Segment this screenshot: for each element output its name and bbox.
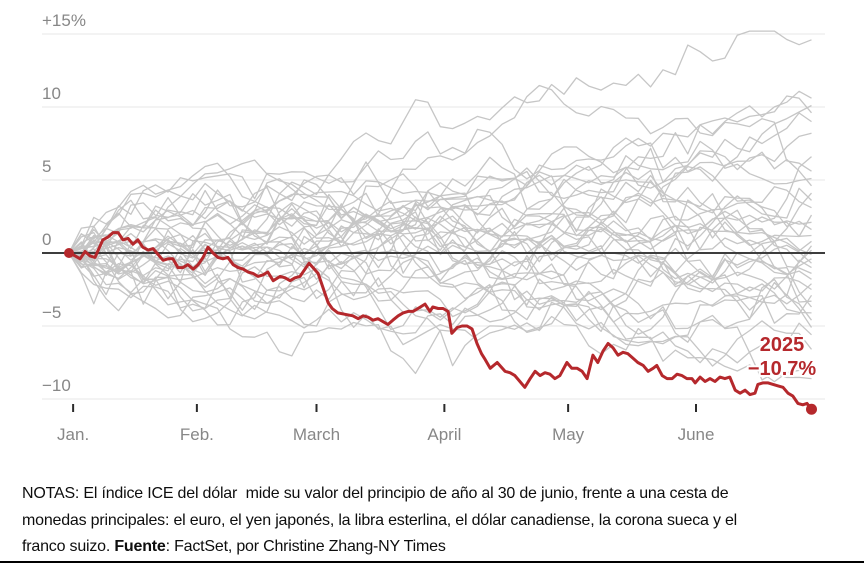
- x-tick-label-March: March: [293, 425, 340, 444]
- background-series-line-20: [68, 208, 812, 288]
- x-tick-label-April: April: [427, 425, 461, 444]
- y-axis-labels: +15% 10 5 0 −5 −10: [42, 11, 86, 395]
- notes-line-1: NOTAS: El índice ICE del dólar mide su v…: [22, 485, 729, 502]
- x-axis-labels: Jan. Feb. March April May June: [57, 425, 714, 444]
- notes-line-3-text: franco suizo.: [22, 538, 115, 555]
- background-series-line-19: [68, 208, 812, 311]
- x-tick-label-Jan.: Jan.: [57, 425, 89, 444]
- background-series-line-3: [68, 95, 812, 254]
- background-series-line-27: [68, 205, 812, 345]
- x-tick-label-June: June: [678, 425, 715, 444]
- notes-line-3: franco suizo. Fuente: FactSet, por Chris…: [22, 534, 856, 561]
- series-end-dot: [806, 403, 817, 415]
- background-series-line-25: [68, 192, 812, 327]
- notes-line-2: monedas principales: el euro, el yen jap…: [22, 511, 738, 529]
- y-tick-label-15: +15%: [42, 11, 86, 30]
- background-series-line-31: [68, 252, 812, 375]
- annotation-2025: 2025−10.7%: [746, 332, 819, 382]
- background-series-line-5: [68, 128, 812, 269]
- source-text: : FactSet, por Christine Zhang-NY Times: [165, 538, 446, 555]
- background-series-line-0: [68, 30, 812, 294]
- background-series-line-11: [68, 187, 812, 278]
- annotation-year-label: 2025: [760, 334, 805, 356]
- background-series-line-17: [68, 173, 812, 254]
- highlight-series-2025: [64, 231, 817, 415]
- y-tick-label-5: 5: [42, 157, 51, 176]
- chart-notes: NOTAS: El índice ICE del dólar mide su v…: [22, 481, 856, 561]
- background-series-line-32: [68, 203, 813, 330]
- background-series-line-37: [68, 228, 812, 381]
- background-series-line-1: [68, 90, 812, 272]
- highlight-series-line: [67, 231, 813, 411]
- y-tick-label--10: −10: [42, 376, 71, 395]
- background-series-line-35: [68, 252, 813, 367]
- background-series-line-33: [68, 159, 813, 328]
- background-series-line-30: [68, 165, 813, 308]
- series-start-dot: [64, 248, 74, 258]
- background-series-line-21: [68, 220, 812, 331]
- y-tick-label-10: 10: [42, 84, 61, 103]
- chart-canvas: +15% 10 5 0 −5 −10 Jan. Feb. March April May June 20…: [42, 11, 825, 444]
- background-series-line-28: [68, 220, 813, 324]
- bottom-rule: [0, 561, 864, 563]
- background-series-line-36: [68, 252, 812, 383]
- background-series-line-9: [68, 151, 812, 254]
- y-gridlines: [42, 33, 825, 400]
- background-series-line-18: [68, 201, 813, 264]
- background-series-line-7: [68, 84, 812, 305]
- annotation-value-label: −10.7%: [748, 358, 817, 380]
- y-tick-label--5: −5: [42, 303, 61, 322]
- background-series-line-34: [68, 233, 812, 367]
- background-series-group: [68, 30, 813, 383]
- background-series-line-29: [68, 228, 812, 303]
- x-axis-ticks: [72, 404, 697, 412]
- x-tick-label-May: May: [552, 425, 585, 444]
- x-tick-label-Feb.: Feb.: [180, 425, 214, 444]
- source-label: Fuente: [114, 538, 166, 555]
- y-tick-label-0: 0: [42, 230, 51, 249]
